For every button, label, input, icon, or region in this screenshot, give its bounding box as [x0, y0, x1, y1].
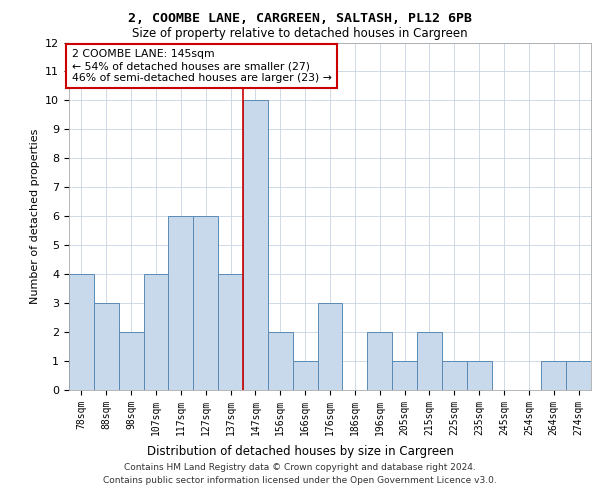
Text: Contains HM Land Registry data © Crown copyright and database right 2024.: Contains HM Land Registry data © Crown c…: [124, 464, 476, 472]
Bar: [169, 216, 193, 390]
Bar: [541, 361, 566, 390]
Text: 2, COOMBE LANE, CARGREEN, SALTASH, PL12 6PB: 2, COOMBE LANE, CARGREEN, SALTASH, PL12 …: [128, 12, 472, 26]
Y-axis label: Number of detached properties: Number of detached properties: [29, 128, 40, 304]
Bar: [119, 332, 143, 390]
Bar: [268, 332, 293, 390]
Bar: [566, 361, 591, 390]
Bar: [367, 332, 392, 390]
Bar: [317, 303, 343, 390]
Text: Distribution of detached houses by size in Cargreen: Distribution of detached houses by size …: [146, 444, 454, 458]
Bar: [69, 274, 94, 390]
Bar: [193, 216, 218, 390]
Text: Size of property relative to detached houses in Cargreen: Size of property relative to detached ho…: [132, 28, 468, 40]
Bar: [218, 274, 243, 390]
Bar: [442, 361, 467, 390]
Bar: [94, 303, 119, 390]
Text: 2 COOMBE LANE: 145sqm
← 54% of detached houses are smaller (27)
46% of semi-deta: 2 COOMBE LANE: 145sqm ← 54% of detached …: [71, 50, 331, 82]
Bar: [392, 361, 417, 390]
Bar: [143, 274, 169, 390]
Bar: [243, 100, 268, 390]
Bar: [293, 361, 317, 390]
Bar: [467, 361, 491, 390]
Bar: [417, 332, 442, 390]
Text: Contains public sector information licensed under the Open Government Licence v3: Contains public sector information licen…: [103, 476, 497, 485]
